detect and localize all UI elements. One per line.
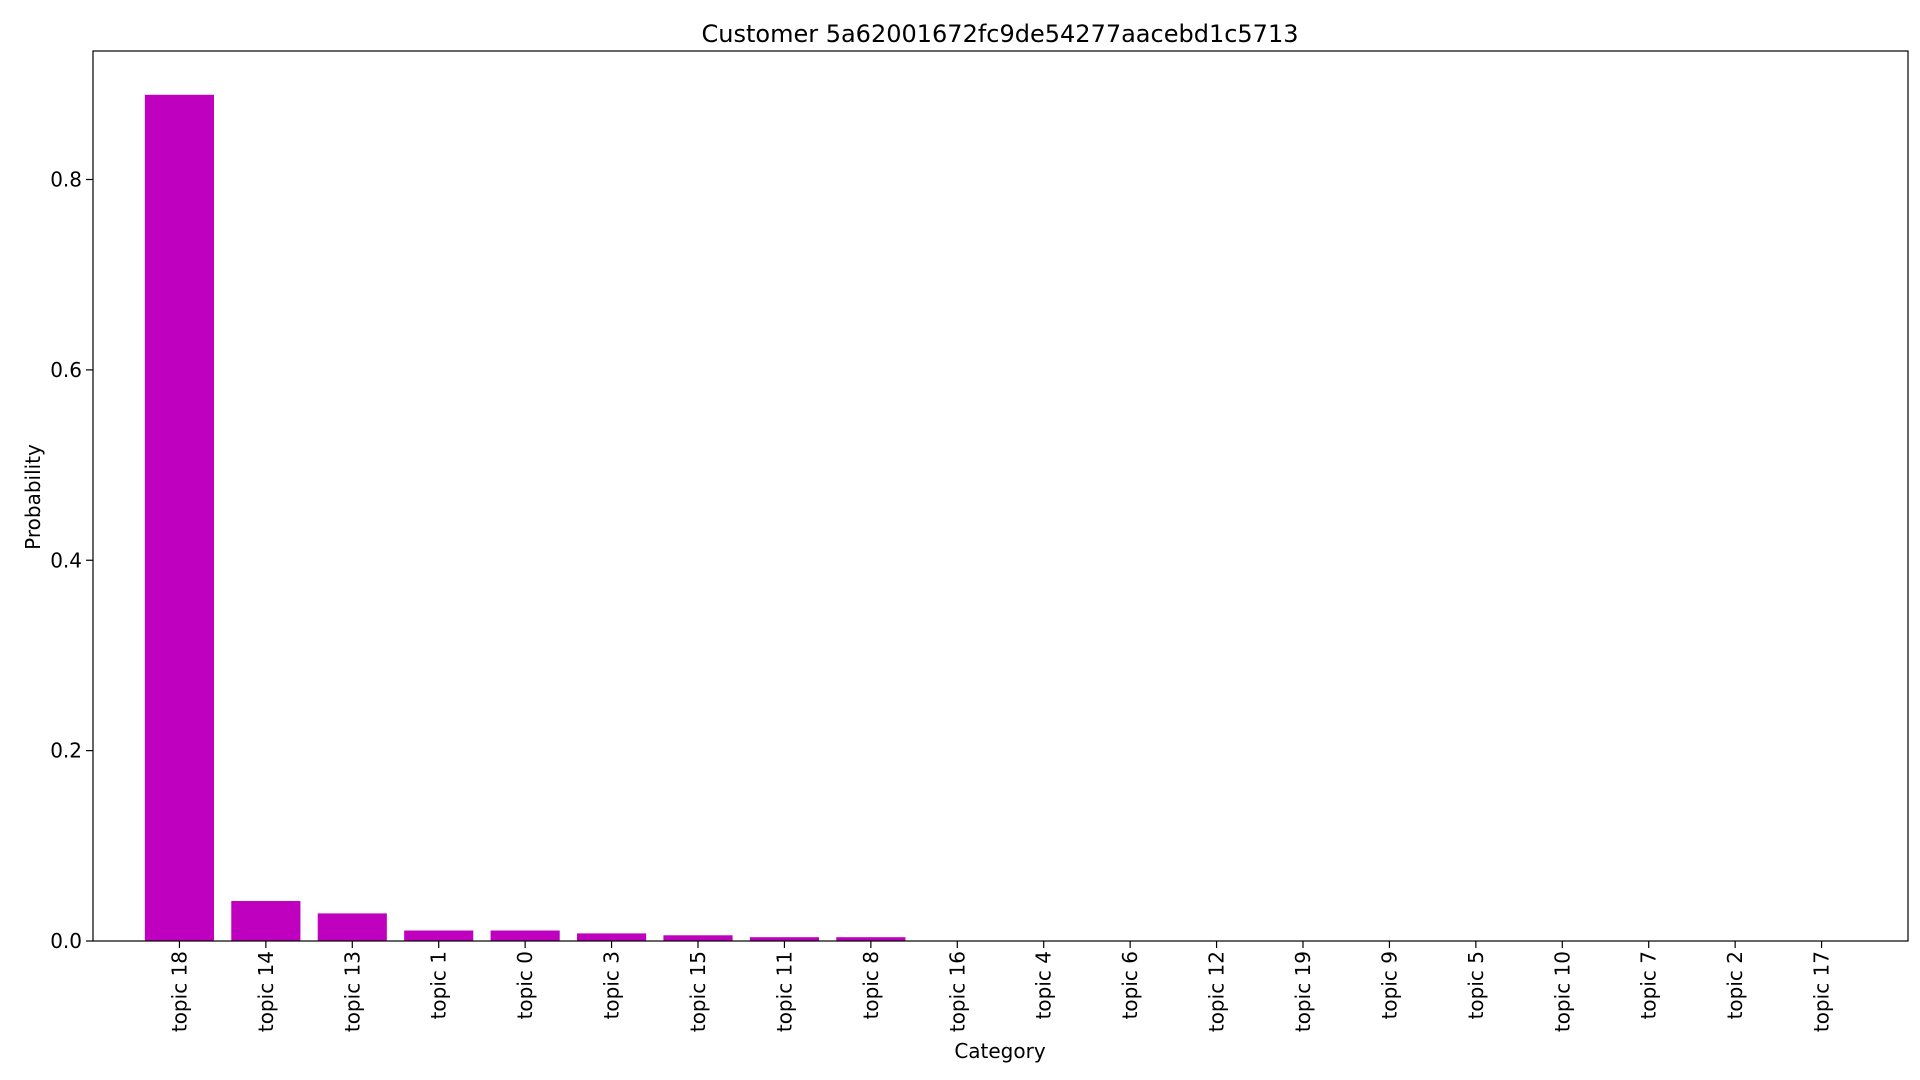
- x-tick-label: topic 10: [1550, 951, 1574, 1032]
- x-tick-label: topic 15: [686, 951, 710, 1032]
- x-tick-label: topic 4: [1032, 951, 1056, 1019]
- y-tick-label: 0.4: [50, 548, 82, 572]
- x-tick-label: topic 8: [859, 951, 883, 1019]
- x-tick-label: topic 14: [254, 951, 278, 1032]
- x-tick-label: topic 9: [1377, 951, 1401, 1019]
- x-tick-label: topic 0: [513, 951, 537, 1019]
- x-tick-label: topic 16: [945, 951, 969, 1032]
- x-tick-label: topic 17: [1810, 951, 1834, 1032]
- y-axis-ticks: 0.0 0.2 0.4 0.6 0.8: [50, 168, 93, 953]
- bar: [317, 913, 387, 941]
- y-axis-label: Probability: [21, 444, 45, 550]
- y-tick-label: 0.6: [50, 358, 82, 382]
- x-tick-label: topic 11: [772, 951, 796, 1032]
- x-axis-label: Category: [954, 1039, 1046, 1063]
- chart-title: Customer 5a62001672fc9de54277aacebd1c571…: [702, 20, 1299, 48]
- x-tick-label: topic 13: [340, 951, 364, 1032]
- bars-group: [144, 94, 1857, 942]
- x-tick-label: topic 19: [1291, 951, 1315, 1032]
- x-tick-label: topic 2: [1723, 951, 1747, 1019]
- bar: [577, 933, 647, 941]
- x-tick-label: topic 1: [427, 951, 451, 1019]
- x-tick-label: topic 6: [1118, 951, 1142, 1019]
- plot-frame: [92, 50, 1909, 942]
- bar: [231, 901, 301, 941]
- y-tick-label: 0.0: [50, 929, 82, 953]
- x-tick-label: topic 3: [600, 951, 624, 1019]
- bar: [490, 930, 560, 941]
- bar: [144, 94, 214, 942]
- bar: [749, 937, 819, 941]
- x-tick-label: topic 12: [1205, 951, 1229, 1032]
- x-axis-ticks: topic 18 topic 14 topic 13 topic 1 topic 0 to…: [167, 941, 1834, 1032]
- x-tick-label: topic 18: [167, 951, 191, 1032]
- x-tick-label: topic 7: [1637, 951, 1661, 1019]
- y-tick-label: 0.8: [50, 168, 82, 192]
- x-tick-label: topic 5: [1464, 951, 1488, 1019]
- bar: [663, 935, 733, 941]
- y-tick-label: 0.2: [50, 739, 82, 763]
- bar: [836, 937, 906, 941]
- bar: [404, 930, 474, 941]
